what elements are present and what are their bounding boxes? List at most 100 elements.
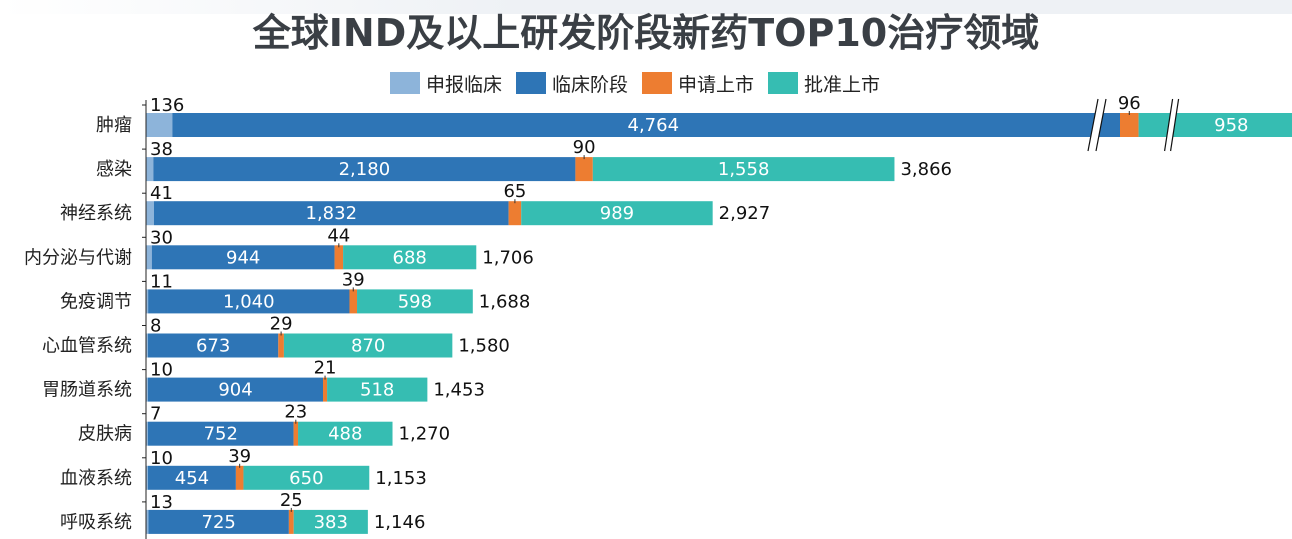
bar-segment (148, 421, 294, 446)
total-label: 1,580 (458, 336, 510, 357)
data-label-clinical: 2,180 (339, 159, 391, 180)
data-label-apply-clinical: 8 (150, 316, 161, 337)
category-label: 心血管系统 (42, 336, 132, 357)
bar-segment (343, 245, 477, 270)
chart-title: 全球IND及以上研发阶段新药TOP10治疗领域 (252, 11, 1040, 55)
bar-segment (323, 377, 328, 402)
bar-segment (575, 157, 593, 182)
legend-swatch (768, 72, 799, 94)
legend-item-approved: 批准上市 (768, 70, 880, 97)
data-label-apply-market: 29 (270, 314, 293, 335)
data-label-approved: 1,558 (718, 159, 770, 180)
data-label-approved: 958 (1214, 115, 1248, 136)
bar-segment (357, 289, 473, 314)
bar-segment (146, 157, 154, 182)
data-label-apply-clinical: 10 (150, 448, 173, 469)
category-label: 血液系统 (60, 468, 132, 489)
data-label-clinical: 752 (204, 424, 238, 445)
bar-segment (298, 421, 393, 446)
axis-break-line (1169, 98, 1180, 152)
data-label-approved: 650 (289, 468, 323, 489)
data-label-apply-market: 25 (280, 490, 303, 511)
data-label-apply-market: 90 (573, 137, 596, 158)
data-label-apply-clinical: 7 (150, 404, 161, 425)
bar-segment (327, 377, 428, 402)
total-label: 1,146 (374, 512, 426, 533)
data-label-clinical: 944 (226, 247, 260, 268)
legend-label: 批准上市 (804, 73, 881, 96)
legend-label: 临床阶段 (552, 73, 629, 96)
axis-break-gap (1164, 99, 1179, 151)
bar-segment (508, 201, 522, 226)
bar-segment (148, 333, 279, 358)
legend-swatch (516, 72, 547, 94)
bar-segment (1138, 113, 1292, 137)
bar-segment (293, 421, 299, 446)
axis-break-line (1087, 98, 1099, 152)
bar-segment (592, 157, 895, 182)
category-label: 感染 (96, 159, 132, 180)
total-label: 1,706 (482, 247, 534, 268)
bar-segment (293, 509, 368, 534)
data-label-apply-clinical: 10 (150, 360, 173, 381)
data-label-clinical: 1,040 (223, 291, 275, 312)
bar-segment (148, 377, 324, 402)
bar-segment (148, 509, 289, 534)
bar-segment (349, 289, 358, 314)
data-label-apply-market: 96 (1118, 93, 1141, 114)
bar-segment (153, 157, 576, 182)
legend-item-apply-market: 申请上市 (642, 70, 754, 97)
data-label-apply-market: 39 (228, 446, 251, 467)
bar-segment (334, 245, 344, 270)
data-label-apply-clinical: 41 (150, 183, 173, 204)
legend-label: 申报临床 (426, 73, 503, 96)
category-label: 肿瘤 (96, 115, 132, 136)
total-label: 1,270 (399, 424, 451, 445)
bar-segment (521, 201, 713, 226)
bar-segment (146, 377, 148, 402)
data-label-apply-market: 65 (503, 181, 526, 202)
data-label-apply-clinical: 11 (150, 271, 173, 292)
data-label-approved: 870 (351, 336, 385, 357)
category-label: 呼吸系统 (60, 512, 132, 533)
data-label-approved: 989 (600, 203, 634, 224)
bar-segment (146, 201, 154, 226)
bar-segment (148, 465, 236, 490)
category-label: 免疫调节 (60, 291, 132, 312)
data-label-clinical: 725 (202, 512, 236, 533)
top-band (0, 0, 1292, 14)
bar-segment (146, 333, 148, 358)
data-label-apply-clinical: 38 (150, 139, 173, 160)
data-label-apply-market: 39 (342, 269, 365, 290)
axis-break-gap (1088, 99, 1106, 151)
bar-segment (146, 509, 149, 534)
category-label: 神经系统 (60, 203, 132, 224)
data-label-apply-market: 21 (314, 358, 337, 379)
data-label-clinical: 1,832 (306, 203, 358, 224)
bar-segment (172, 113, 1121, 137)
data-label-approved: 518 (360, 380, 394, 401)
legend-item-clinical: 临床阶段 (516, 70, 628, 97)
bar-segment (235, 465, 244, 490)
total-label: 2,927 (719, 203, 771, 224)
bar-segment (153, 201, 509, 226)
bar-segment (146, 113, 173, 137)
chart-legend: 申报临床 临床阶段 申请上市 批准上市 (390, 70, 894, 96)
data-label-apply-market: 23 (284, 402, 307, 423)
axis-break-line (1095, 98, 1107, 152)
total-label: 1,453 (433, 380, 485, 401)
category-label: 皮肤病 (78, 424, 132, 445)
data-label-approved: 688 (393, 247, 427, 268)
data-label-apply-clinical: 30 (150, 227, 173, 248)
bar-segment (278, 333, 284, 358)
data-label-approved: 598 (398, 291, 432, 312)
legend-swatch (642, 72, 673, 94)
data-label-clinical: 904 (218, 380, 252, 401)
data-label-approved: 488 (328, 424, 362, 445)
bar-segment (146, 465, 148, 490)
data-label-clinical: 454 (175, 468, 209, 489)
bar-segment (146, 421, 148, 446)
data-label-clinical: 673 (196, 336, 230, 357)
legend-swatch (390, 72, 420, 94)
